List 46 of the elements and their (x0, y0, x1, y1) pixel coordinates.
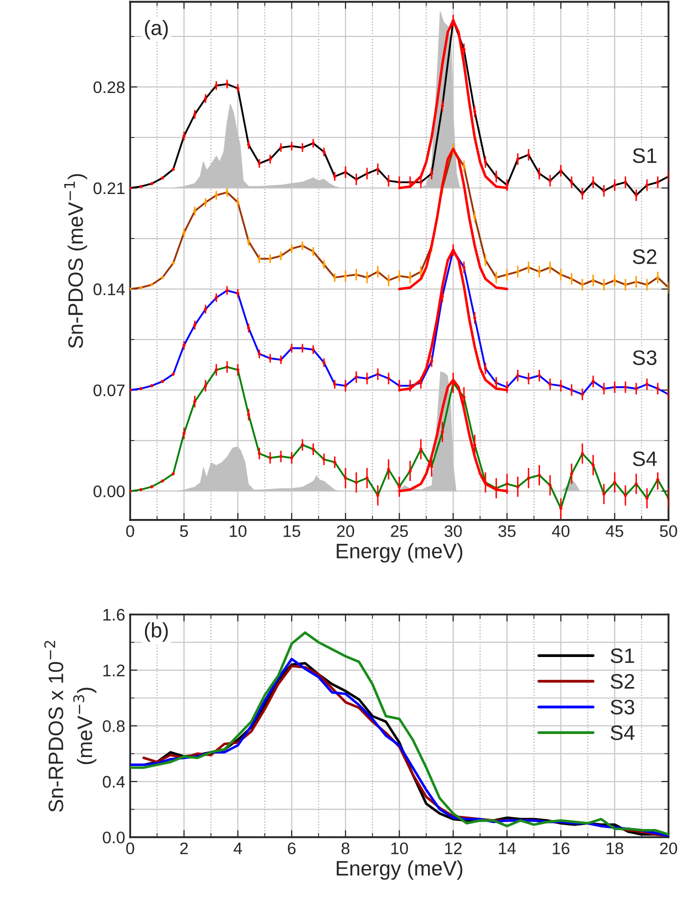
legend-label: S2 (610, 674, 634, 689)
x-tick-label: 14 (499, 842, 516, 854)
series-label: S1 (632, 148, 656, 164)
legend-label: S4 (610, 725, 635, 740)
x-tick-label: 2 (180, 842, 188, 854)
x-tick-label: 20 (660, 842, 678, 854)
x-tick-label: 10 (230, 525, 246, 538)
x-tick-label: 45 (606, 525, 624, 538)
series-label: S4 (632, 451, 657, 466)
y-tick-label: 0.4 (102, 776, 125, 788)
y-tick-label: 1.6 (103, 608, 125, 621)
annotation: (a) (144, 20, 168, 40)
y-tick-label: 0.07 (94, 384, 124, 396)
y-axis-title: Sn-PDOS (meV$^{−1}$) (64, 174, 88, 348)
legend-label: S3 (610, 700, 634, 714)
x-tick-label: 18 (606, 842, 624, 854)
x-axis-title: Energy (meV) (336, 543, 462, 563)
y-tick-label: 1.2 (103, 664, 124, 676)
x-tick-label: 35 (498, 525, 516, 538)
x-tick-label: 5 (180, 525, 188, 538)
x-tick-label: 8 (342, 842, 350, 854)
x-tick-label: 10 (391, 842, 408, 854)
y-tick-label: 0.14 (94, 283, 125, 296)
y-tick-label: 0.00 (94, 485, 125, 498)
x-tick-label: 4 (234, 842, 242, 854)
x-tick-label: 6 (288, 842, 296, 854)
annotation: (b) (144, 622, 168, 642)
text: Sn-RPDOS x 10$^{−2}$ (meV$^{−3}$) (44, 640, 96, 812)
y-tick-label: 0.21 (94, 182, 125, 194)
x-tick-label: 15 (284, 525, 300, 538)
y-tick-label: 0.28 (94, 81, 125, 94)
x-tick-label: 12 (445, 842, 462, 854)
x-tick-label: 16 (552, 842, 570, 854)
x-tick-label: 25 (390, 525, 408, 538)
x-tick-label: 50 (660, 525, 678, 538)
x-axis-title: Energy (meV) (336, 860, 462, 880)
series-label: S3 (632, 350, 656, 366)
x-tick-label: 0 (126, 842, 134, 854)
legend-label: S1 (610, 648, 634, 664)
x-tick-label: 30 (444, 525, 462, 538)
x-tick-label: 20 (337, 525, 354, 538)
y-tick-label: 0.0 (102, 832, 125, 844)
x-tick-label: 40 (552, 525, 570, 538)
series-label: S2 (632, 249, 656, 264)
y-tick-label: 0.8 (102, 720, 125, 732)
x-tick-label: 0 (126, 525, 134, 538)
